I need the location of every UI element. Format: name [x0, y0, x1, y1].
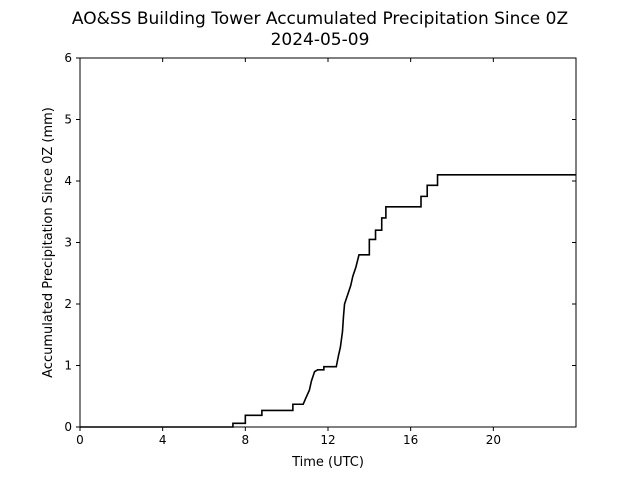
x-tick-label: 8 — [242, 433, 250, 447]
x-tick-label: 20 — [486, 433, 501, 447]
plot-frame — [79, 57, 577, 428]
y-tick-label: 1 — [64, 359, 72, 373]
x-tick-label: 0 — [76, 433, 84, 447]
y-axis-label: Accumulated Precipitation Since 0Z (mm) — [41, 107, 56, 378]
y-tick-label: 3 — [64, 236, 72, 250]
precipitation-line — [80, 174, 576, 428]
y-tick-label: 4 — [64, 174, 72, 188]
chart-title: AO&SS Building Tower Accumulated Precipi… — [72, 9, 568, 29]
y-tick-label: 6 — [64, 51, 72, 65]
y-tick-label: 5 — [64, 113, 72, 127]
x-tick-label: 16 — [403, 433, 418, 447]
x-tick-label: 12 — [320, 433, 335, 447]
x-tick-label: 4 — [159, 433, 167, 447]
chart-subtitle: 2024-05-09 — [271, 30, 370, 50]
x-axis-label: Time (UTC) — [291, 455, 364, 470]
y-tick-label: 2 — [64, 297, 72, 311]
y-tick-label: 0 — [64, 420, 72, 434]
